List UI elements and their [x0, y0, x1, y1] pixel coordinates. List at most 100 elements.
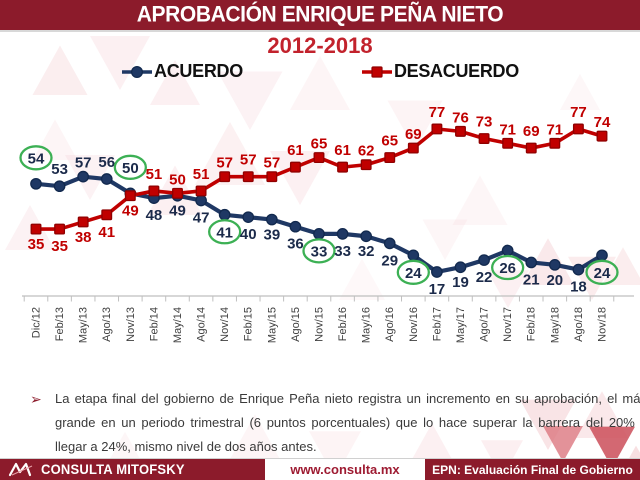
- watermark-triangle: [32, 45, 88, 95]
- desacuerdo-data-point: [266, 171, 278, 183]
- highlight-circle: [19, 145, 53, 171]
- data-label: 65: [311, 136, 328, 153]
- x-axis-label: Ago/16: [384, 307, 396, 342]
- x-axis-label: Nov/17: [502, 307, 514, 342]
- x-axis-label: Ago/13: [101, 307, 113, 342]
- desacuerdo-data-point: [407, 142, 419, 154]
- data-label: 57: [263, 155, 280, 172]
- desacuerdo-data-point: [148, 185, 160, 197]
- data-label-highlighted: 24: [405, 265, 422, 282]
- x-axis-label: Dic/12: [31, 307, 43, 338]
- data-label: 29: [381, 252, 398, 269]
- acuerdo-data-point: [525, 256, 538, 269]
- footer-bar: CONSULTA MITOFSKY www.consulta.mx EPN: E…: [0, 458, 640, 480]
- footer-url-segment: www.consulta.mx: [265, 459, 425, 480]
- highlight-circle: [585, 259, 619, 285]
- data-label: 35: [51, 238, 68, 255]
- watermark-triangle: [589, 426, 635, 468]
- acuerdo-data-point: [596, 249, 608, 262]
- acuerdo-data-point: [383, 237, 396, 250]
- data-label-highlighted: 24: [594, 265, 611, 282]
- data-label: 71: [546, 121, 563, 138]
- data-label: 49: [169, 203, 186, 220]
- legend-item-desacuerdo: DESACUERDO: [361, 61, 519, 82]
- desacuerdo-data-point: [313, 152, 325, 164]
- acuerdo-data-point: [431, 266, 443, 278]
- data-label: 57: [75, 155, 92, 172]
- desacuerdo-data-point: [572, 123, 584, 135]
- x-axis-label: Nov/16: [408, 307, 420, 342]
- acuerdo-data-point: [336, 228, 349, 240]
- desacuerdo-data-point: [360, 159, 372, 171]
- desacuerdo-data-point: [195, 185, 207, 197]
- acuerdo-data-point: [360, 230, 373, 243]
- watermark-triangle: [522, 238, 574, 285]
- data-label: 33: [334, 243, 351, 260]
- x-axis-label: May/14: [172, 307, 184, 343]
- x-axis-label: Feb/14: [148, 307, 160, 341]
- acuerdo-data-point: [313, 228, 325, 240]
- x-axis-label: Feb/16: [337, 307, 349, 341]
- desacuerdo-data-point: [525, 142, 537, 154]
- page-title: APROBACIÓN ENRIQUE PEÑA NIETO: [136, 2, 504, 27]
- highlight-circle: [491, 254, 525, 281]
- x-axis-label: Feb/13: [54, 307, 66, 341]
- watermark-triangle: [195, 122, 265, 185]
- data-label-highlighted: 50: [122, 160, 139, 177]
- data-label: 41: [98, 224, 115, 241]
- watermark-triangle: [387, 100, 443, 150]
- data-label: 19: [452, 274, 469, 291]
- x-axis-label: Ago/17: [479, 307, 491, 342]
- acuerdo-data-point: [407, 249, 420, 262]
- footer-brand-segment: CONSULTA MITOFSKY: [0, 459, 265, 480]
- data-label: 71: [499, 121, 516, 138]
- watermark-triangle: [270, 151, 330, 205]
- desacuerdo-data-point: [242, 171, 254, 183]
- chart-legend: ACUERDO DESACUERDO: [0, 61, 640, 82]
- data-label: 61: [287, 142, 304, 159]
- acuerdo-data-point: [77, 170, 90, 183]
- watermark-triangle: [452, 175, 508, 225]
- data-label: 76: [452, 109, 469, 126]
- watermark-triangle: [560, 74, 600, 110]
- highlight-circle: [208, 219, 242, 245]
- x-axis-label: May/15: [266, 307, 278, 343]
- data-label: 36: [287, 236, 304, 253]
- desacuerdo-data-point: [455, 125, 466, 137]
- data-label: 47: [193, 209, 210, 226]
- data-label-highlighted: 54: [28, 150, 45, 167]
- x-axis-label: Ago/18: [573, 307, 585, 342]
- watermark-triangle: [290, 56, 350, 110]
- watermark-triangle: [520, 399, 576, 450]
- legend-label-desacuerdo: DESACUERDO: [393, 61, 519, 81]
- desacuerdo-data-point: [101, 209, 113, 221]
- footer-url-link[interactable]: www.consulta.mx: [290, 462, 400, 477]
- desacuerdo-data-point: [384, 152, 396, 164]
- acuerdo-data-point: [501, 244, 514, 257]
- desacuerdo-data-point: [502, 137, 514, 149]
- watermark-triangle: [487, 270, 529, 308]
- legend-label-acuerdo: ACUERDO: [154, 61, 243, 81]
- highlight-circle: [113, 154, 147, 180]
- desacuerdo-data-point: [431, 123, 443, 135]
- acuerdo-data-point: [53, 180, 66, 193]
- data-label: 18: [570, 279, 587, 296]
- acuerdo-line-marker-icon: [122, 65, 153, 78]
- acuerdo-data-point: [218, 208, 231, 221]
- data-label: 39: [263, 227, 280, 244]
- data-label: 40: [240, 226, 257, 243]
- watermark-triangle: [543, 426, 583, 462]
- x-axis-label: Ago/15: [290, 307, 302, 342]
- watermark-triangle: [602, 247, 640, 285]
- acuerdo-data-point: [265, 213, 278, 226]
- desacuerdo-data-point: [219, 171, 231, 183]
- data-label: 56: [98, 154, 115, 171]
- data-label: 20: [546, 272, 563, 289]
- x-axis-label: Nov/15: [313, 307, 325, 342]
- summary-note-text: La etapa final del gobierno de Enrique P…: [55, 391, 640, 454]
- subtitle: 2012-2018: [267, 33, 373, 58]
- desacuerdo-data-point: [124, 190, 136, 202]
- acuerdo-data-point: [100, 173, 113, 185]
- x-axis-label: Feb/18: [526, 307, 538, 341]
